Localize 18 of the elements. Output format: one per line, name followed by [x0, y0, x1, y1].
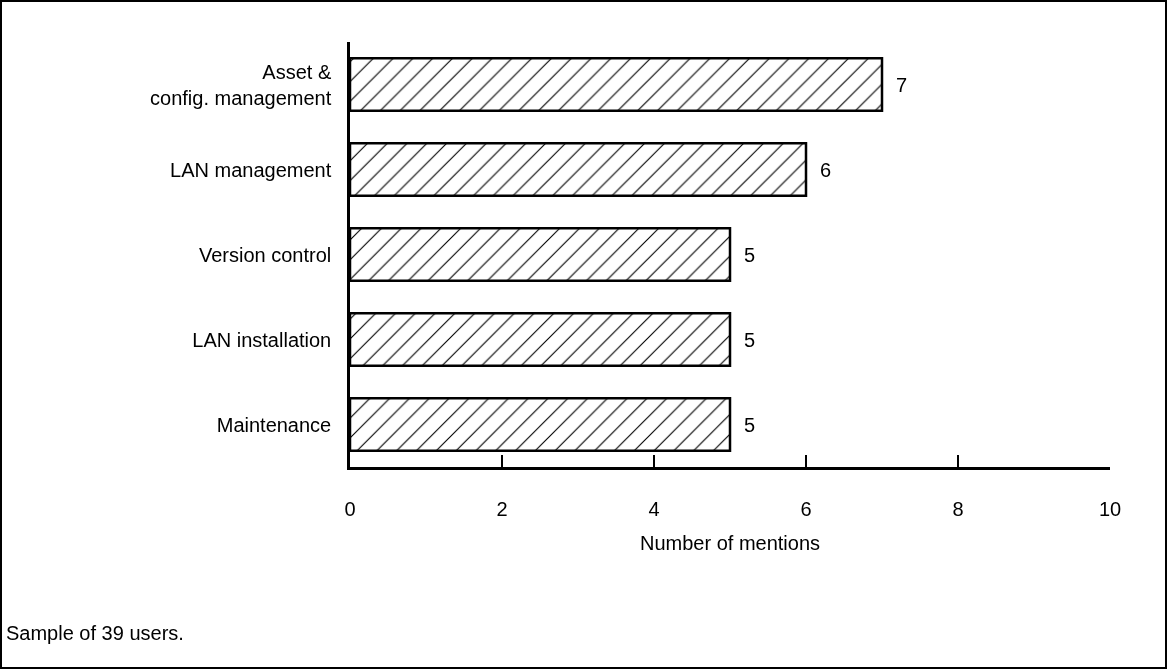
x-axis-title: Number of mentions	[639, 532, 821, 555]
x-tick-label: 0	[344, 497, 356, 520]
x-tick-label: 8	[952, 497, 964, 520]
y-tick-label: LAN installation	[192, 328, 332, 351]
data-label: 6	[809, 158, 832, 181]
x-tick-label: 10	[1098, 497, 1122, 520]
text: Sample of 39 users.	[6, 622, 184, 644]
data-label: 7	[885, 73, 908, 96]
x-tick-label: 2	[496, 497, 508, 520]
y-tick-label: LAN management	[170, 158, 332, 181]
x-tick-label: 6	[800, 497, 812, 520]
y-tick-label: Maintenance	[216, 413, 332, 436]
y-tick-label: Asset & config. management	[150, 60, 332, 109]
data-label: 5	[733, 328, 756, 351]
x-tick-label: 4	[648, 497, 660, 520]
y-tick-label: Version control	[198, 243, 332, 266]
data-label: 5	[733, 243, 756, 266]
data-label: 5	[733, 413, 756, 436]
